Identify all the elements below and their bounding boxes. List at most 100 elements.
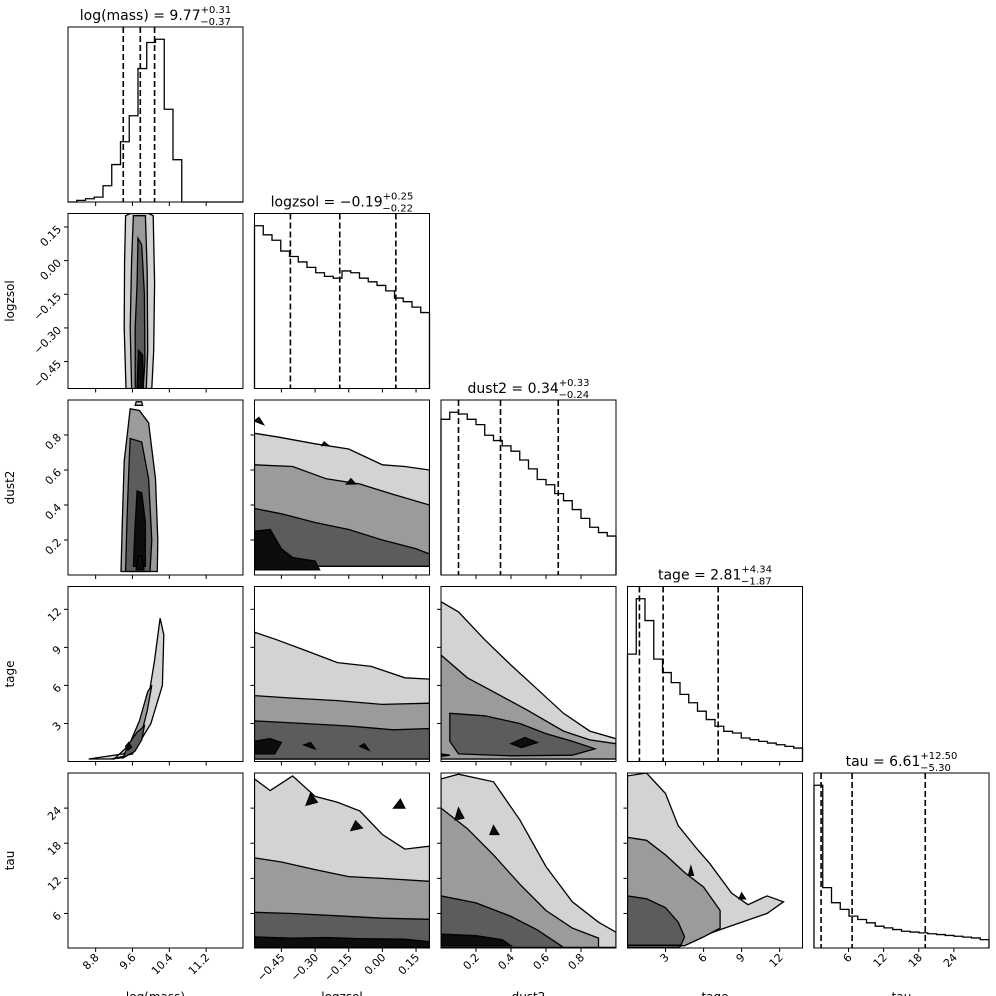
- axes-frame: [254, 586, 430, 762]
- contour-level-4: [124, 741, 133, 752]
- x-tick-label-tage: 12: [767, 951, 786, 970]
- contour-panel-tau-vs-log-mass: [67, 772, 244, 949]
- contour-level-4: [136, 348, 145, 389]
- y-axis-label-tau: tau: [3, 851, 17, 871]
- x-tick-label-tage: 9: [734, 951, 748, 965]
- axes-frame: [254, 772, 430, 949]
- y-tick-label-logzsol: 0.15: [38, 223, 65, 250]
- x-tick-label-tau: 24: [941, 951, 960, 970]
- contour-level-4: [132, 490, 147, 567]
- x-tick-label-tau: 12: [871, 951, 890, 970]
- x-axis-label-log-mass: log(mass): [126, 990, 185, 996]
- y-tick-label-logzsol: −0.30: [31, 324, 64, 357]
- contour-level-blob: [489, 824, 500, 836]
- title-plus: +0.31: [201, 5, 232, 16]
- x-tick-label-logzsol: 0.15: [396, 951, 423, 978]
- x-tick-label-dust2: 0.6: [531, 951, 553, 973]
- contour-level-3: [441, 895, 566, 948]
- contour-group: [254, 775, 430, 948]
- title-minus: −0.37: [200, 17, 231, 28]
- title-value: dust2 = 0.34: [468, 381, 559, 397]
- title-plus: +0.33: [559, 378, 590, 389]
- y-axis-label-tage: tage: [3, 660, 17, 687]
- contour-group: [120, 401, 159, 573]
- title-dust2: dust2 = 0.34+0.33 −0.24: [468, 378, 590, 401]
- y-tick-label-tage: 12: [45, 605, 64, 624]
- y-tick-label-tau: 12: [45, 874, 64, 893]
- contour-level-3: [254, 720, 430, 760]
- contour-level-1: [134, 401, 144, 406]
- contour-panel-tage-vs-dust2: [440, 586, 617, 762]
- contour-panel-dust2-vs-log-mass: [67, 399, 244, 576]
- x-tick-label-logzsol: −0.15: [322, 951, 355, 984]
- contour-level-blob: [349, 819, 364, 832]
- contour-level-1: [88, 618, 165, 760]
- contour-level-blob: [305, 792, 319, 807]
- x-axis-label-tau: tau: [892, 990, 912, 996]
- y-tick-label-dust2: 0.8: [43, 431, 65, 453]
- contour-group: [627, 773, 785, 948]
- y-tick-label-tage: 6: [50, 681, 64, 695]
- histogram-tau: [813, 784, 990, 948]
- x-tick-label-tau: 18: [906, 951, 925, 970]
- contour-level-4: [254, 528, 321, 571]
- contour-level-3: [134, 235, 146, 389]
- x-tick-label-logzsol: −0.30: [288, 951, 321, 984]
- title-value: tau = 6.61: [846, 754, 921, 770]
- histogram-logzsol: [253, 225, 431, 389]
- axes-frame: [440, 772, 617, 949]
- contour-panel-logzsol-vs-log-mass: [67, 213, 244, 389]
- y-tick-label-tage: 3: [50, 719, 64, 733]
- y-tick-label-dust2: 0.4: [43, 501, 65, 523]
- x-tick-label-tau: 6: [841, 951, 855, 965]
- x-tick-label-dust2: 0.4: [496, 951, 518, 973]
- contour-panel-tau-vs-dust2: [440, 772, 617, 949]
- title-plus: +12.50: [920, 751, 957, 762]
- axes-frame: [67, 399, 244, 576]
- contour-level-4: [509, 736, 540, 749]
- hist-panel-tage: tage = 2.81+4.34 −1.87: [626, 565, 804, 762]
- contour-level-3: [449, 712, 598, 757]
- y-tick-label-tau: 18: [45, 839, 64, 858]
- title-value: logzsol = −0.19: [271, 195, 383, 211]
- contour-level-4: [441, 933, 514, 947]
- contour-level-blob: [441, 753, 450, 758]
- contour-group: [254, 416, 430, 571]
- contour-group: [88, 618, 165, 760]
- title-value: tage = 2.81: [658, 568, 741, 584]
- contour-level-blob: [320, 441, 331, 447]
- title-plus: +0.25: [383, 192, 414, 203]
- contour-level-blob: [301, 741, 317, 751]
- title-minus: −1.87: [741, 577, 772, 588]
- contour-level-blob: [254, 416, 266, 426]
- contour-level-3: [627, 895, 686, 946]
- contour-level-3: [254, 507, 430, 567]
- contour-group: [254, 631, 430, 760]
- contour-group: [441, 773, 616, 948]
- title-log-mass: log(mass) = 9.77+0.31 −0.37: [80, 5, 232, 28]
- hist-panel-tau: tau = 6.61+12.50 −5.30: [813, 751, 990, 949]
- axes-frame: [627, 586, 803, 762]
- axes-frame: [67, 26, 244, 203]
- axes-frame: [67, 586, 244, 762]
- contour-panel-dust2-vs-logzsol: [254, 399, 430, 576]
- x-axis-label-dust2: dust2: [512, 990, 546, 996]
- histogram-log-mass: [68, 38, 243, 203]
- x-axis-label-logzsol: logzsol: [321, 990, 363, 996]
- axes-frame: [813, 772, 990, 949]
- title-plus: +4.34: [741, 565, 772, 576]
- contour-level-blob: [392, 798, 406, 809]
- x-tick-label-tage: 6: [696, 951, 710, 965]
- x-tick-label-dust2: 0.8: [566, 951, 588, 973]
- y-tick-label-dust2: 0.2: [43, 536, 65, 558]
- hist-panel-dust2: dust2 = 0.34+0.33 −0.24: [440, 378, 617, 576]
- x-tick-label-log-mass: 10.4: [149, 951, 176, 978]
- axes-frame: [440, 399, 617, 576]
- histogram-tage: [626, 598, 804, 762]
- x-tick-label-logzsol: −0.45: [255, 951, 288, 984]
- y-axis-label-dust2: dust2: [3, 471, 17, 505]
- contour-panel-tau-vs-logzsol: [254, 772, 430, 949]
- x-tick-label-dust2: 0.2: [461, 951, 483, 973]
- y-tick-label-dust2: 0.6: [43, 466, 65, 488]
- title-minus: −5.30: [920, 763, 951, 774]
